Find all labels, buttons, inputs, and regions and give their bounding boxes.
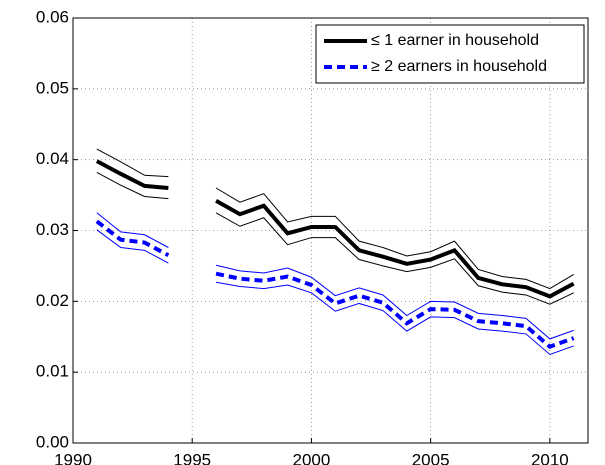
legend-label: ≥ 2 earners in household — [371, 58, 547, 75]
confidence-band — [96, 212, 574, 340]
legend-label: ≤ 1 earner in household — [371, 32, 539, 49]
y-tick-label: 0.02 — [36, 291, 69, 310]
confidence-band — [96, 148, 574, 290]
y-tick-label: 0.06 — [36, 7, 69, 26]
x-tick-label: 2000 — [293, 450, 331, 465]
y-tick-label: 0.01 — [36, 362, 69, 381]
plot-frame — [72, 17, 589, 444]
x-tick-label: 1990 — [54, 450, 92, 465]
confidence-band — [96, 171, 574, 305]
y-tick-label: 0.05 — [36, 78, 69, 97]
x-tick-label: 2005 — [412, 450, 450, 465]
y-tick-label: 0.00 — [36, 432, 69, 451]
plot-area — [73, 18, 588, 443]
series-line — [95, 159, 575, 299]
x-tick-label: 2010 — [531, 450, 569, 465]
x-tick-label: 1995 — [173, 450, 211, 465]
y-tick-label: 0.03 — [36, 220, 69, 239]
confidence-band — [96, 229, 574, 356]
series-line — [95, 219, 575, 349]
y-tick-label: 0.04 — [36, 149, 69, 168]
legend-box — [315, 24, 585, 84]
